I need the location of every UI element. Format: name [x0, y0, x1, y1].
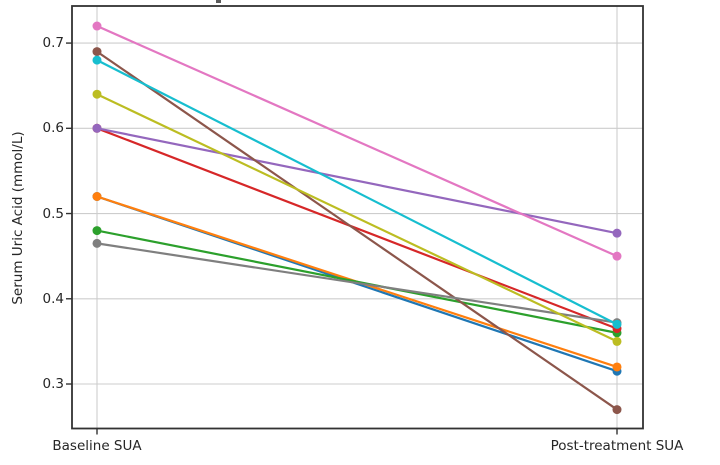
data-point-marker — [92, 123, 102, 133]
data-series-line — [95, 24, 619, 258]
y-axis-label: Serum Uric Acid (mmol/L) — [10, 131, 26, 305]
data-point-marker — [612, 362, 622, 372]
data-point-marker — [92, 47, 102, 57]
data-point-marker — [612, 336, 622, 346]
data-point-marker — [612, 319, 622, 329]
y-tick-label: 0.6 — [42, 120, 64, 137]
y-tick-label: 0.3 — [42, 376, 64, 392]
data-point-marker — [612, 251, 622, 261]
data-point-marker — [612, 405, 622, 415]
data-series-line — [95, 242, 619, 324]
x-category-label-baseline: Baseline SUA — [52, 438, 142, 454]
x-category-label-post: Post-treatment SUA — [550, 438, 684, 454]
cropped-title-fragment — [216, 0, 221, 3]
data-point-marker — [92, 191, 102, 201]
data-point-marker — [92, 226, 102, 236]
data-point-marker — [612, 228, 622, 238]
y-tick-label: 0.7 — [42, 35, 64, 52]
data-point-marker — [92, 55, 102, 65]
data-point-marker — [92, 89, 102, 99]
data-series-line — [95, 50, 619, 411]
y-tick-label: 0.4 — [42, 290, 64, 307]
y-tick-label: 0.5 — [42, 205, 64, 222]
data-series-line — [95, 127, 619, 330]
data-point-marker — [92, 21, 102, 31]
data-series-line — [95, 229, 619, 334]
data-series-line — [95, 93, 619, 343]
data-series-line — [95, 127, 619, 235]
data-point-marker — [92, 238, 102, 248]
plot-border — [71, 5, 644, 430]
data-series-line — [95, 59, 619, 326]
